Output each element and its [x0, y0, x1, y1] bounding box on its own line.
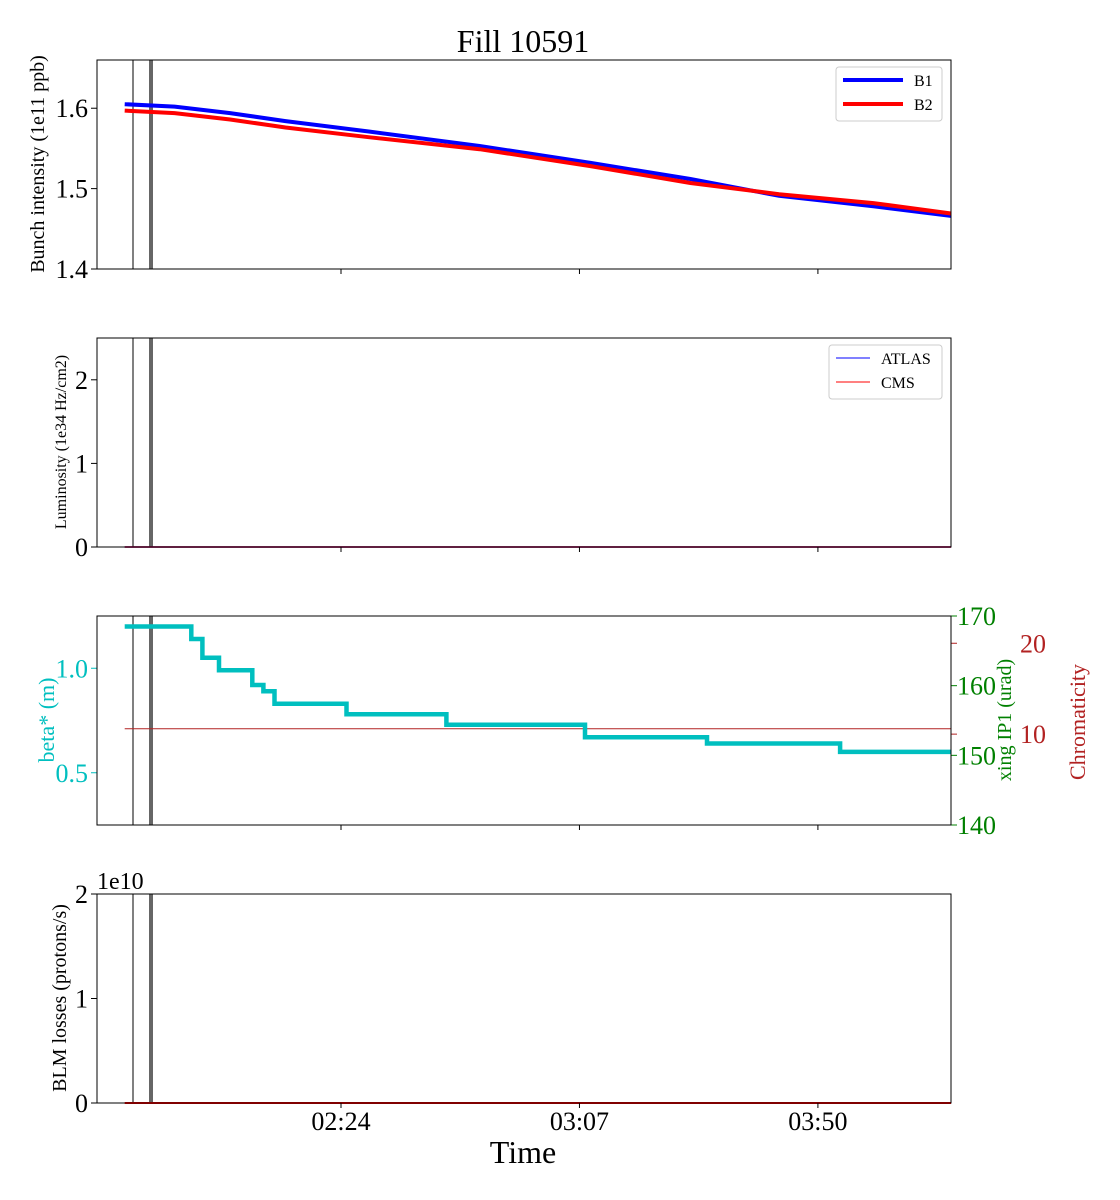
legend-b1-label: B1	[914, 73, 933, 90]
xing-tick-label: 140	[957, 811, 996, 840]
blm-yticks: 0 1 2	[75, 880, 97, 1118]
x-tick-label: 02:24	[311, 1107, 370, 1136]
y-tick-label: 0	[75, 1089, 88, 1118]
blm-offset-text: 1e10	[97, 869, 144, 895]
luminosity-legend: ATLAS CMS	[828, 344, 943, 400]
y-tick-label: 0.5	[56, 759, 89, 788]
chroma-tick-label: 10	[1020, 720, 1046, 749]
series-line-b2	[124, 108, 952, 216]
xing-tick-label: 160	[957, 672, 996, 701]
blm-lines	[124, 894, 951, 1104]
intensity-lines	[124, 60, 952, 269]
xing-ylabel: xing IP1 (urad)	[994, 659, 1016, 781]
intensity-legend: B1 B2	[835, 66, 943, 122]
intensity-frame	[96, 59, 952, 270]
series-line-b1	[124, 102, 952, 218]
luminosity-yticks: 0 1 2	[75, 366, 97, 562]
xing-tick-label: 170	[957, 602, 996, 631]
legend-atlas-label: ATLAS	[881, 351, 931, 368]
blm-ylabel: BLM losses (protons/s)	[49, 904, 71, 1092]
x-tick-label: 03:07	[550, 1107, 609, 1136]
series-line-beta	[124, 624, 951, 755]
chroma-tick-label: 20	[1020, 629, 1046, 658]
y-tick-label: 1.5	[56, 175, 89, 204]
x-axis-label: Time	[490, 1134, 556, 1170]
luminosity-frame	[96, 337, 952, 548]
optics-frame	[96, 615, 952, 826]
optics-yticks: 0.5 1.0 140 150 160 170 10 20	[56, 602, 1047, 840]
luminosity-ylabel: Luminosity (1e34 Hz/cm2)	[53, 355, 70, 529]
y-tick-label: 1.0	[56, 654, 89, 683]
x-ticks: 02:24 03:07 03:50	[311, 269, 848, 1136]
legend-b2-label: B2	[914, 97, 933, 114]
y-tick-label: 1	[75, 985, 88, 1014]
intensity-yticks: 1.4 1.5 1.6	[56, 94, 97, 284]
intensity-panel: Bunch intensity (1e11 ppb) 1.4 1.5 1.6 B1 …	[27, 55, 952, 284]
blm-frame	[96, 893, 952, 1104]
y-tick-label: 0	[75, 533, 88, 562]
y-tick-label: 1	[75, 449, 88, 478]
optics-panel: beta* (m) xing IP1 (urad) Chromaticity 0…	[34, 602, 1090, 840]
y-tick-label: 1.6	[56, 94, 89, 123]
intensity-ylabel: Bunch intensity (1e11 ppb)	[27, 55, 49, 273]
luminosity-lines	[124, 338, 951, 548]
luminosity-panel: Luminosity (1e34 Hz/cm2) 0 1 2 ATLAS CMS	[53, 337, 952, 562]
y-tick-label: 2	[75, 366, 88, 395]
blm-panel: BLM losses (protons/s) 1e10 0 1 2	[49, 869, 952, 1118]
optics-lines	[124, 616, 951, 825]
y-tick-label: 1.4	[56, 255, 89, 284]
beta-ylabel: beta* (m)	[34, 678, 59, 763]
chroma-ylabel: Chromaticity	[1065, 664, 1090, 780]
y-tick-label: 2	[75, 880, 88, 909]
x-tick-label: 03:50	[788, 1107, 847, 1136]
xing-tick-label: 150	[957, 741, 996, 770]
legend-cms-label: CMS	[881, 375, 915, 392]
figure-title: Fill 10591	[457, 23, 589, 59]
